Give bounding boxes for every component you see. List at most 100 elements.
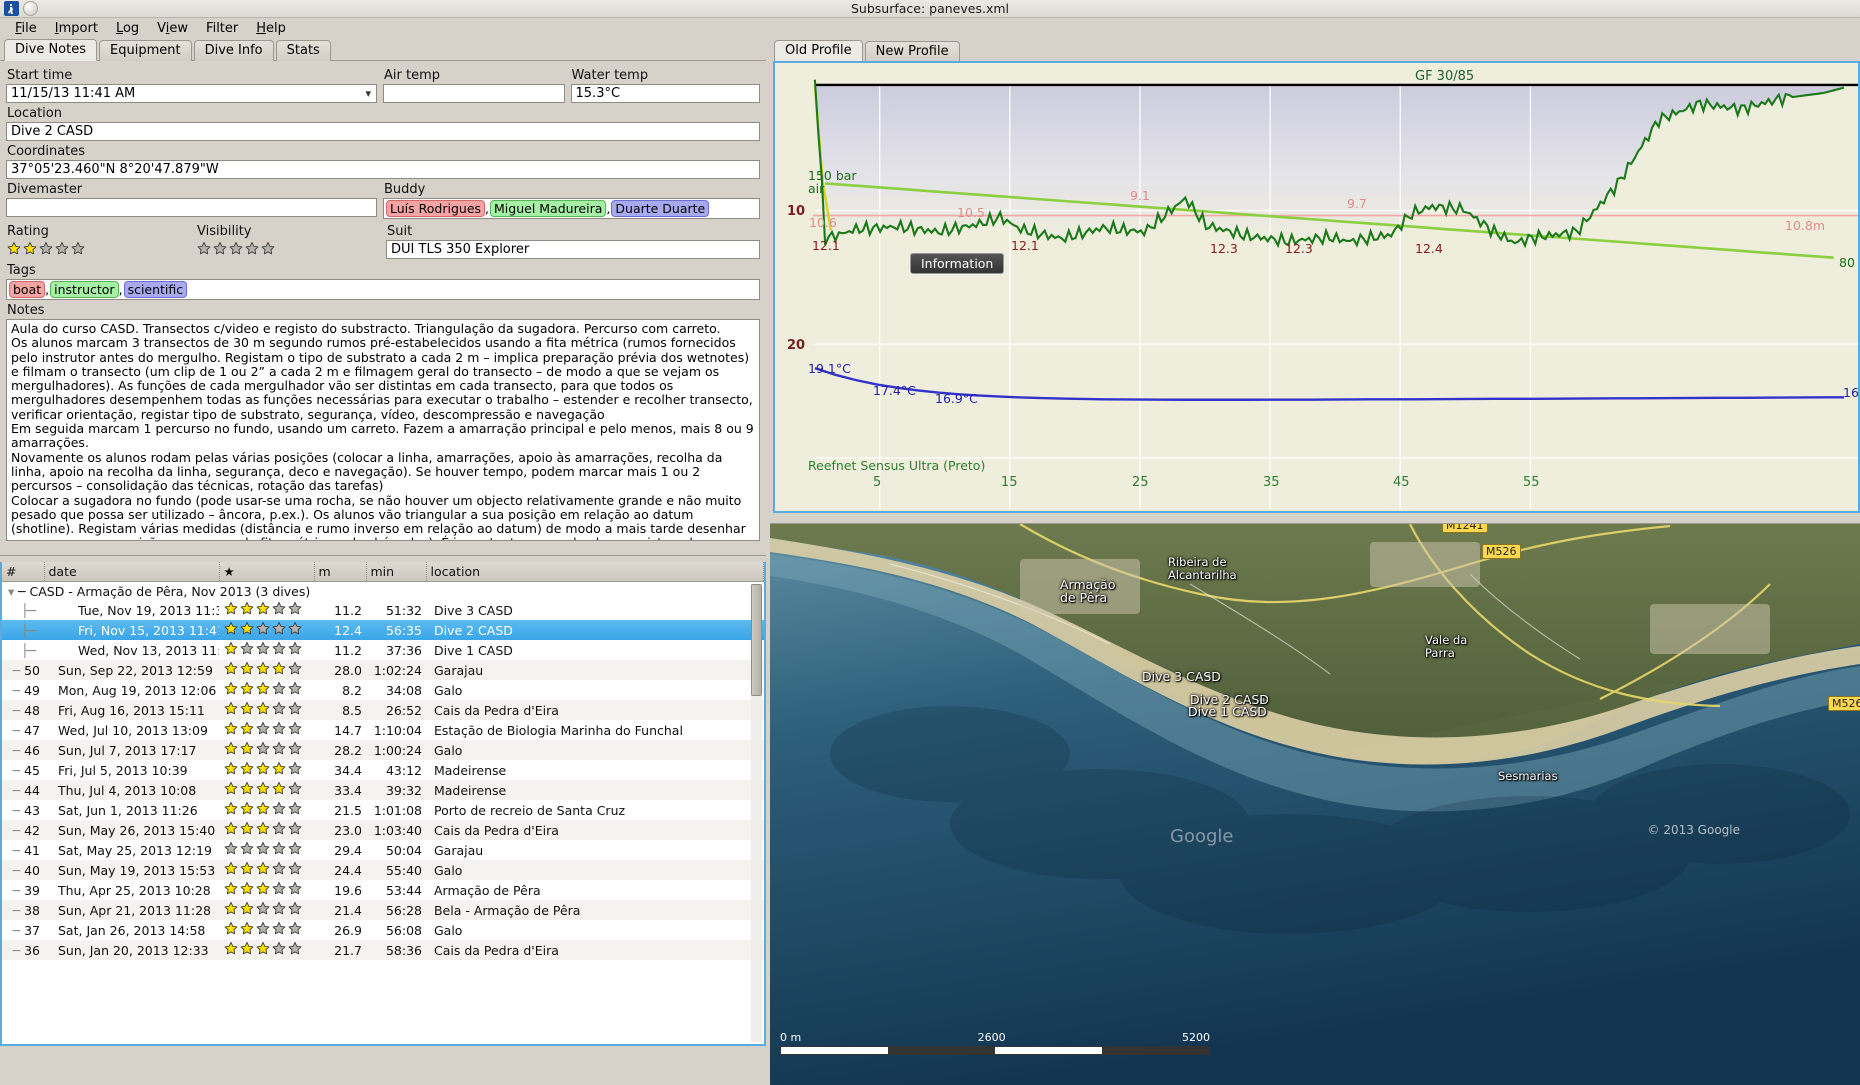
cell-location: Galo	[430, 682, 463, 698]
tags-input[interactable]: boat, instructor, scientific	[6, 279, 760, 300]
start-time-input[interactable]: 11/15/13 11:41 AM ▾	[6, 84, 377, 103]
cell-rating	[219, 940, 314, 961]
air-temp-input[interactable]	[383, 84, 565, 103]
table-row[interactable]: ├─ Wed, Nov 13, 2013 11:06 11.2 37:36 Dive …	[2, 640, 764, 660]
divemaster-input[interactable]	[6, 198, 378, 217]
cell-date: Fri, Nov 15, 2013 11:41	[44, 620, 219, 641]
table-row[interactable]: ─ 37 Sat, Jan 26, 2013 14:58 26.9 56:08 Galo	[2, 920, 764, 940]
window-menu-icon[interactable]	[23, 1, 38, 16]
cell-duration: 1:10:04	[373, 722, 422, 738]
rating-star-icon[interactable]	[22, 241, 38, 260]
dive-notes-form: Start time 11/15/13 11:41 AM ▾ Air temp …	[0, 61, 766, 541]
tag-pill[interactable]: instructor	[50, 281, 119, 298]
dive-list-panel: … … … # date ★ m min location	[0, 555, 766, 1046]
col-header-duration[interactable]: min	[366, 562, 427, 582]
tab-new-profile[interactable]: New Profile	[864, 41, 960, 62]
notes-textarea[interactable]: Aula do curso CASD. Transectos c/video e…	[6, 319, 760, 541]
menu-help[interactable]: Help	[256, 21, 286, 36]
cell-date: Sun, Jan 20, 2013 12:33	[44, 940, 219, 961]
table-row[interactable]: ├─ Fri, Nov 15, 2013 11:41 12.4 56:35 Dive …	[2, 620, 764, 641]
dive-list-scrollbar[interactable]	[751, 584, 762, 1042]
tab-equipment[interactable]: Equipment	[99, 40, 192, 61]
col-header-depth[interactable]: m	[314, 562, 367, 582]
table-row[interactable]: ─ 48 Fri, Aug 16, 2013 15:11 8.5 26:52 Cais …	[2, 700, 764, 721]
table-row[interactable]: ─ 36 Sun, Jan 20, 2013 12:33 21.7 58:36 Cais…	[2, 940, 764, 961]
scale-end: 5200	[1182, 1031, 1210, 1044]
tab-dive-info[interactable]: Dive Info	[193, 40, 274, 61]
table-row[interactable]: ─ 46 Sun, Jul 7, 2013 17:17 28.2 1:00:24 Gal…	[2, 740, 764, 761]
dive-map[interactable]: Armação de Pêra Ribeira de Alcantarilha Va…	[770, 523, 1860, 1085]
tag-pill[interactable]: boat	[9, 281, 46, 298]
table-row[interactable]: ─ 42 Sun, May 26, 2013 15:40 23.0 1:03:40 Ca…	[2, 820, 764, 841]
menu-import[interactable]: Import	[54, 21, 98, 36]
table-row[interactable]: ─ 47 Wed, Jul 10, 2013 13:09 14.7 1:10:04 Es…	[2, 720, 764, 740]
chevron-down-icon[interactable]: ▾	[365, 87, 371, 100]
cell-depth: 33.4	[314, 780, 366, 801]
rating-star-icon[interactable]	[54, 241, 70, 260]
information-button[interactable]: Information	[910, 253, 1005, 274]
map-label-dive2: Dive 2 CASD	[1190, 692, 1269, 707]
depth-annotation: 12.1	[812, 238, 840, 253]
location-input[interactable]: Dive 2 CASD	[6, 122, 760, 141]
table-row[interactable]: ─ 41 Sat, May 25, 2013 12:19 29.4 50:04 Gara…	[2, 840, 764, 860]
table-row[interactable]: ─ 50 Sun, Sep 22, 2013 12:59 28.0 1:02:24 Ga…	[2, 660, 764, 681]
col-header-location[interactable]: location	[426, 562, 764, 582]
rating-star-icon[interactable]	[6, 241, 22, 260]
temp-annotation: 19.1°C	[808, 361, 851, 376]
suit-input[interactable]: DUI TLS 350 Explorer	[386, 240, 760, 259]
menu-view[interactable]: View	[157, 21, 189, 36]
visibility-star-icon[interactable]	[212, 241, 228, 260]
cell-duration: 53:44	[385, 882, 422, 898]
table-row[interactable]: ├─ Tue, Nov 19, 2013 11:39 11.2 51:32 Dive …	[2, 600, 764, 620]
dive-list-group-row[interactable]: ▾ ─ CASD - Armação de Pêra, Nov 2013 (3 d…	[2, 581, 764, 601]
visibility-star-icon[interactable]	[260, 241, 276, 260]
dive-notes-tabbar: Dive Notes Equipment Dive Info Stats	[0, 39, 766, 61]
col-header-index[interactable]: #	[2, 562, 45, 582]
rating-star-icon[interactable]	[70, 241, 86, 260]
tab-old-profile[interactable]: Old Profile	[774, 40, 863, 62]
col-header-rating[interactable]: ★	[219, 562, 315, 582]
location-value: Dive 2 CASD	[11, 124, 94, 139]
visibility-stars[interactable]	[196, 241, 380, 260]
cell-depth: 34.4	[334, 762, 362, 778]
pill-separator: ,	[606, 201, 611, 216]
tab-stats[interactable]: Stats	[275, 40, 331, 61]
cell-rating	[219, 880, 314, 900]
tab-dive-notes[interactable]: Dive Notes	[4, 39, 97, 61]
max-depth-label: 10.8m	[1785, 218, 1826, 233]
table-row[interactable]: ─ 49 Mon, Aug 19, 2013 12:06 8.2 34:08 Galo	[2, 680, 764, 700]
rating-stars[interactable]	[6, 241, 190, 260]
map-attribution: © 2013 Google	[1647, 823, 1740, 837]
buddy-pill[interactable]: Luís Rodrigues	[386, 200, 486, 217]
table-row[interactable]: ─ 39 Thu, Apr 25, 2013 10:28 19.6 53:44 Arma…	[2, 880, 764, 900]
table-row[interactable]: ─ 38 Sun, Apr 21, 2013 11:28 21.4 56:28 Bela…	[2, 900, 764, 921]
col-header-date[interactable]: date	[44, 562, 220, 582]
cell-date: Sun, May 26, 2013 15:40	[44, 820, 219, 841]
y-tick-10: 10	[787, 204, 806, 219]
cell-duration: 34:08	[385, 682, 422, 698]
visibility-star-icon[interactable]	[244, 241, 260, 260]
visibility-star-icon[interactable]	[196, 241, 212, 260]
buddy-pill[interactable]: Duarte Duarte	[611, 200, 710, 217]
table-row[interactable]: ─ 45 Fri, Jul 5, 2013 10:39 34.4 43:12 Madei…	[2, 760, 764, 780]
cell-index: ─ 40	[2, 860, 44, 881]
buddy-input[interactable]: Luís Rodrigues, Miguel Madureira, Duarte D…	[383, 198, 760, 219]
water-temp-input[interactable]: 15.3°C	[570, 84, 760, 103]
menu-file[interactable]: File	[15, 21, 37, 36]
splitter-handle[interactable]: … … …	[0, 556, 766, 566]
dive-list-scroll-thumb[interactable]	[751, 584, 762, 696]
visibility-star-icon[interactable]	[228, 241, 244, 260]
table-row[interactable]: ─ 44 Thu, Jul 4, 2013 10:08 33.4 39:32 Madei…	[2, 780, 764, 801]
menu-log[interactable]: Log	[115, 21, 140, 36]
rating-star-icon[interactable]	[38, 241, 54, 260]
cell-depth: 23.0	[314, 820, 366, 841]
coordinates-input[interactable]: 37°05'23.460"N 8°20'47.879"W	[6, 160, 760, 179]
menu-filter[interactable]: Filter	[206, 21, 239, 36]
dive-profile-chart[interactable]: 10 20 GF 30/85 150 bar air 80 10.6 10.8m…	[773, 61, 1860, 513]
cell-location: Madeirense	[426, 780, 764, 801]
buddy-pill[interactable]: Miguel Madureira	[490, 200, 607, 217]
tag-pill[interactable]: scientific	[123, 281, 188, 298]
table-row[interactable]: ─ 43 Sat, Jun 1, 2013 11:26 21.5 1:01:08 Por…	[2, 800, 764, 820]
table-row[interactable]: ─ 40 Sun, May 19, 2013 15:53 24.4 55:40 Galo	[2, 860, 764, 881]
expand-collapse-icon[interactable]: ▾	[8, 583, 15, 599]
